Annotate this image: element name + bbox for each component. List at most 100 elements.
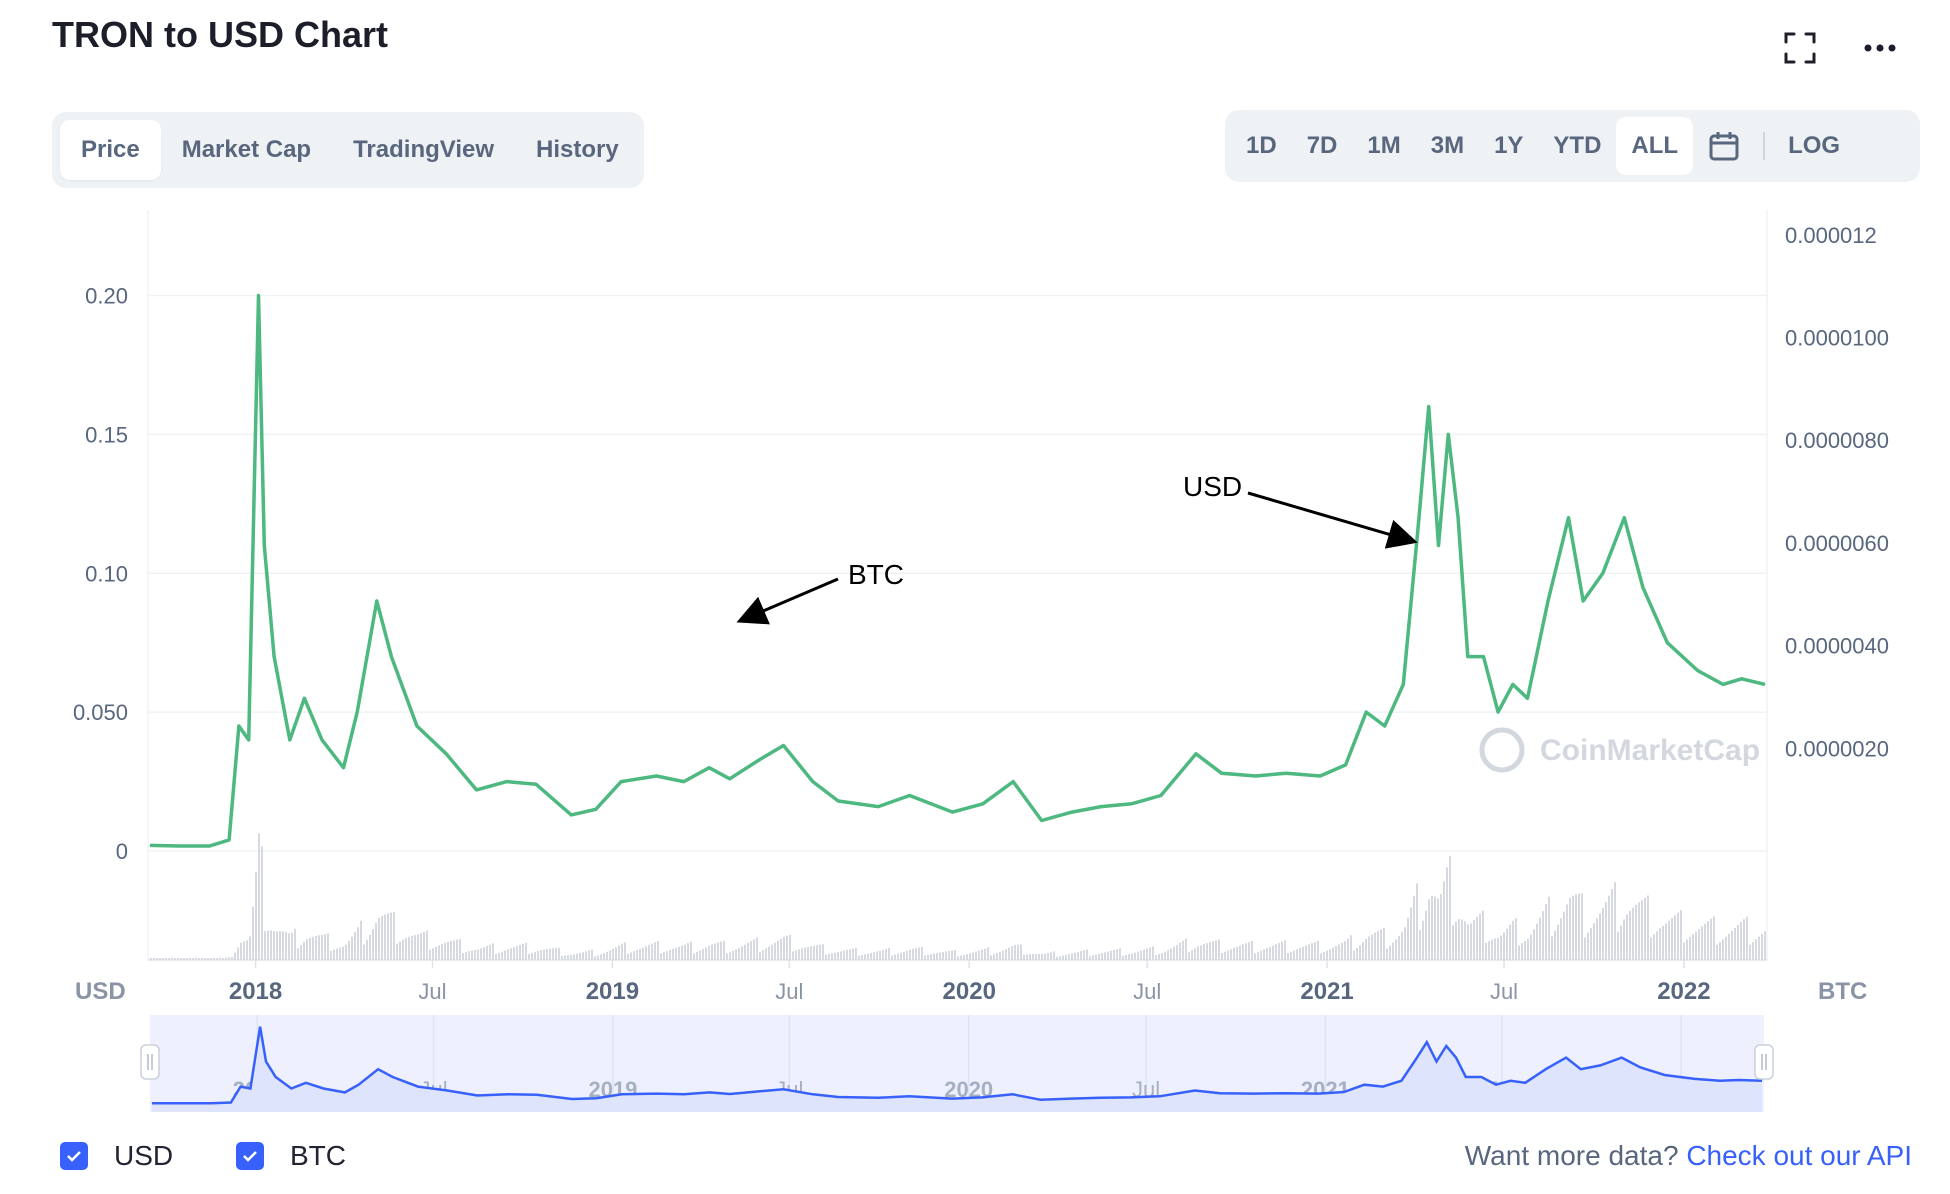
x-tick-label: Jul: [1490, 979, 1518, 1004]
range-ytd[interactable]: YTD: [1553, 132, 1602, 159]
volume-bar: [525, 942, 527, 960]
volume-bar: [1590, 928, 1592, 960]
volume-bar: [321, 934, 323, 960]
volume-bar: [828, 953, 830, 960]
volume-bar: [684, 944, 686, 960]
volume-bar: [219, 958, 221, 960]
volume-bar: [663, 952, 665, 960]
volume-bar: [312, 936, 314, 960]
volume-bar: [285, 932, 287, 960]
data-point-usd: [1255, 775, 1257, 777]
checkbox-checked-icon[interactable]: [60, 1142, 88, 1170]
range-7d[interactable]: 7D: [1306, 132, 1338, 159]
navigator-area: [151, 1026, 1763, 1112]
volume-bar: [1311, 943, 1313, 960]
legend-usd[interactable]: USD: [60, 1140, 173, 1172]
tab-market-cap[interactable]: Market Cap: [181, 136, 312, 163]
volume-bar: [366, 939, 368, 960]
navigator-handle-left[interactable]: [140, 1044, 160, 1080]
x-tick-label: 2022: [1657, 978, 1710, 1005]
volume-bar: [324, 934, 326, 960]
tab-history[interactable]: History: [536, 136, 619, 163]
tab-price[interactable]: Price: [60, 120, 161, 180]
log-scale-toggle[interactable]: LOG: [1788, 132, 1841, 159]
volume-bar: [1368, 936, 1370, 960]
volume-bar: [1746, 916, 1748, 960]
data-point-usd: [1438, 545, 1440, 546]
volume-bar: [894, 954, 896, 960]
volume-bar: [909, 949, 911, 960]
volume-bar: [1197, 946, 1199, 960]
data-point-usd: [1764, 683, 1766, 685]
volume-bar: [447, 941, 449, 960]
volume-bar: [738, 947, 740, 960]
volume-bar: [507, 949, 509, 960]
api-link[interactable]: Check out our API: [1686, 1140, 1912, 1171]
volume-bar: [1302, 946, 1304, 960]
data-point-usd: [303, 697, 305, 699]
range-1d[interactable]: 1D: [1246, 132, 1277, 159]
volume-bar: [339, 947, 341, 960]
volume-bar: [1644, 898, 1646, 960]
volume-bar: [1497, 937, 1499, 960]
volume-bar: [849, 949, 851, 960]
data-point-usd: [376, 600, 378, 602]
volume-bar: [705, 947, 707, 960]
volume-bar: [1626, 914, 1628, 960]
volume-bar: [1518, 945, 1520, 960]
volume-bar: [1683, 942, 1685, 960]
volume-bar: [252, 906, 254, 960]
left-tick-label: 0.15: [85, 422, 128, 447]
volume-bar: [606, 951, 608, 960]
volume-bar: [1434, 896, 1436, 960]
volume-bar: [1410, 907, 1412, 960]
volume-bar: [546, 949, 548, 960]
volume-bar: [1602, 907, 1604, 960]
volume-bar: [207, 958, 209, 960]
range-3m[interactable]: 3M: [1430, 132, 1465, 159]
tab-tradingview[interactable]: TradingView: [353, 136, 495, 163]
range-1y[interactable]: 1Y: [1494, 132, 1524, 159]
navigator-handle-right[interactable]: [1754, 1044, 1774, 1080]
fullscreen-icon[interactable]: [1780, 28, 1820, 68]
data-point-usd: [655, 775, 657, 777]
volume-bar: [1695, 931, 1697, 960]
volume-bar: [504, 950, 506, 960]
calendar-icon[interactable]: [1693, 117, 1755, 175]
price-chart[interactable]: CoinMarketCap 0 0.050 0.10 0.15 0.20 0.00000…: [0, 0, 1950, 1130]
volume-bar: [1344, 941, 1346, 960]
data-point-usd: [759, 758, 761, 760]
checkbox-checked-icon[interactable]: [236, 1142, 264, 1170]
volume-bar: [564, 955, 566, 960]
volume-bar: [1356, 948, 1358, 960]
data-point-usd: [595, 808, 597, 810]
range-1m[interactable]: 1M: [1367, 132, 1401, 159]
legend-btc[interactable]: BTC: [236, 1140, 346, 1172]
data-point-usd: [321, 739, 323, 741]
volume-bar: [1374, 932, 1376, 960]
volume-bar: [489, 944, 491, 960]
volume-bar: [645, 946, 647, 960]
volume-bar: [1089, 956, 1091, 960]
volume-bar: [264, 931, 266, 960]
volume-bar: [165, 958, 167, 960]
range-all[interactable]: ALL: [1616, 117, 1694, 175]
volume-bar: [1041, 954, 1043, 960]
more-options-icon[interactable]: [1860, 28, 1900, 68]
volume-bar: [885, 948, 887, 960]
volume-bar: [732, 950, 734, 960]
volume-bar: [465, 952, 467, 960]
volume-bar: [450, 941, 452, 960]
volume-bar: [990, 955, 992, 960]
volume-bar: [1620, 925, 1622, 960]
annotation-btc: BTC: [848, 559, 904, 590]
time-range-selector: 1D 7D 1M 3M 1Y YTD ALL LOG: [1225, 110, 1920, 182]
x-axis-ticks: 2018 Jul 2019 Jul 2020 Jul 2021 Jul 2022: [229, 960, 1711, 1005]
volume-bar: [174, 958, 176, 960]
volume-bar: [297, 948, 299, 960]
volume-bar: [1320, 953, 1322, 960]
volume-bar: [624, 942, 626, 960]
data-point-usd: [445, 753, 447, 755]
volume-bar: [1239, 945, 1241, 960]
